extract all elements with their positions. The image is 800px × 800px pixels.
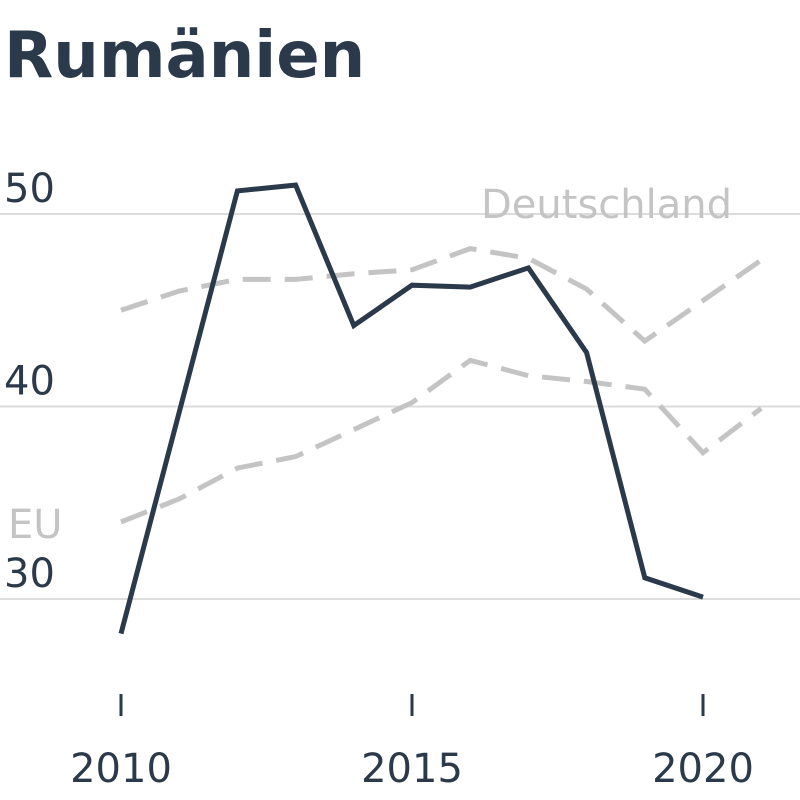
- series-label-deutschland: Deutschland: [481, 182, 732, 228]
- x-tick-label-2015: 2015: [361, 746, 463, 792]
- x-tick-label-2020: 2020: [652, 746, 754, 792]
- series-line-eu: [120, 357, 763, 525]
- series-line-rumaenien: [118, 182, 704, 635]
- y-tick-label-30: 30: [4, 551, 55, 597]
- chart-title: Rumänien: [4, 19, 365, 93]
- series-lines: [118, 182, 763, 635]
- series-line-deutschland: [120, 246, 763, 345]
- y-tick-label-40: 40: [4, 359, 55, 405]
- x-tick-label-2010: 2010: [70, 746, 172, 792]
- y-tick-label-50: 50: [4, 166, 55, 212]
- axis-ticks: 30 40 50 2010 2015 2020: [4, 166, 754, 792]
- series-label-eu: EU: [8, 502, 63, 548]
- series-labels: Deutschland EU: [8, 182, 732, 548]
